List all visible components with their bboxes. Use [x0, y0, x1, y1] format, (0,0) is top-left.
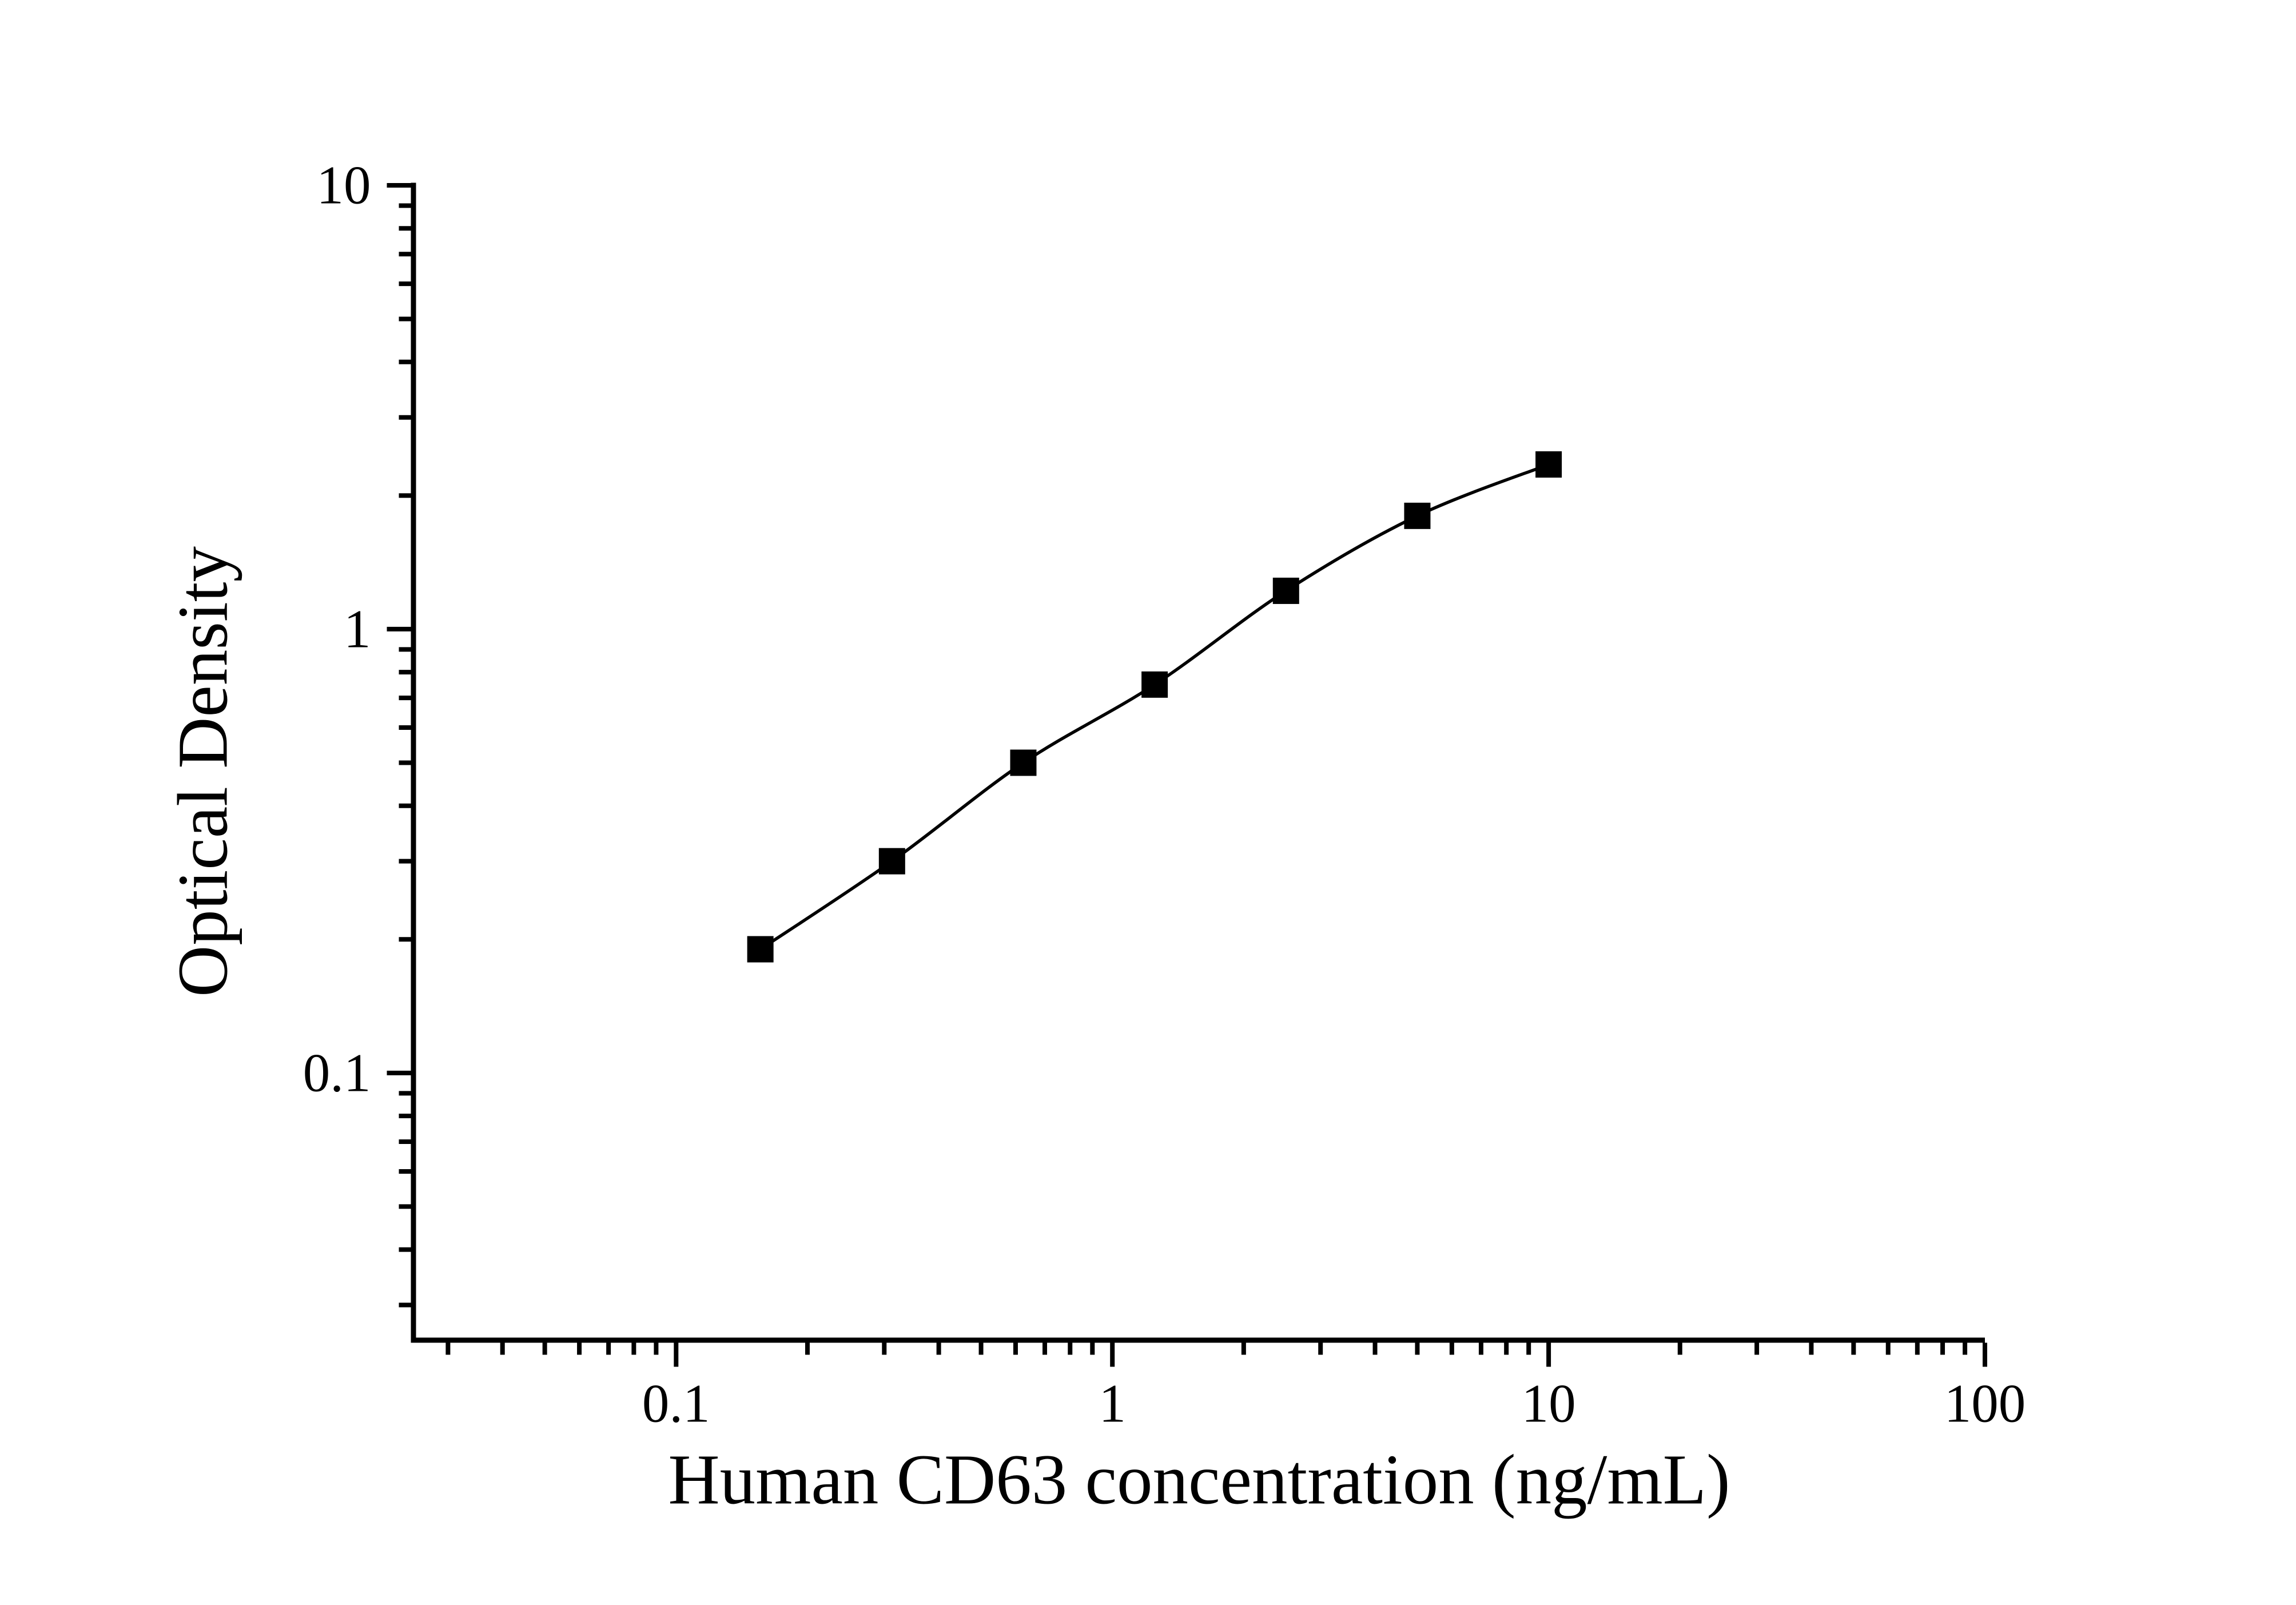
- data-point-marker: [747, 936, 774, 963]
- y-axis-title: Optical Density: [164, 546, 243, 997]
- data-point-marker: [1535, 451, 1562, 478]
- x-tick-label: 100: [1944, 1373, 2026, 1434]
- x-axis-title: Human CD63 concentration (ng/mL): [668, 1440, 1730, 1520]
- x-tick-label: 0.1: [642, 1373, 710, 1434]
- data-point-marker: [878, 848, 905, 875]
- data-point-marker: [1141, 671, 1168, 698]
- data-point-marker: [1010, 749, 1037, 776]
- y-tick-label: 0.1: [303, 1042, 371, 1103]
- data-point-marker: [1404, 502, 1431, 529]
- y-tick-label: 1: [344, 598, 371, 659]
- x-tick-label: 10: [1522, 1373, 1576, 1434]
- x-tick-label: 1: [1099, 1373, 1126, 1434]
- y-tick-label: 10: [317, 155, 371, 216]
- data-point-marker: [1272, 577, 1299, 604]
- standard-curve-line: [759, 463, 1550, 951]
